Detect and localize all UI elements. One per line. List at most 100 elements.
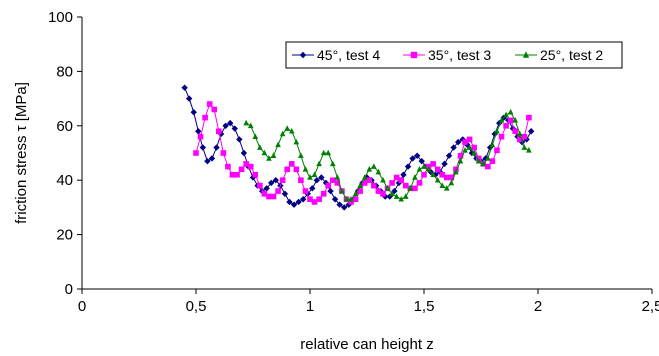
data-point <box>275 141 281 148</box>
x-tick-label: 1,5 <box>414 298 435 315</box>
data-point <box>475 157 482 164</box>
data-point <box>455 138 462 146</box>
data-point <box>512 117 518 123</box>
data-point <box>389 190 395 197</box>
data-point <box>213 144 220 151</box>
data-point <box>471 144 477 151</box>
data-point <box>225 163 231 170</box>
y-axis-label: friction stress τ [MPa] <box>13 82 30 224</box>
data-point <box>441 160 448 168</box>
data-point <box>302 188 309 194</box>
data-point <box>231 125 238 132</box>
data-point <box>445 152 453 159</box>
data-point <box>425 166 432 172</box>
data-point <box>193 150 199 156</box>
data-point <box>220 150 227 156</box>
data-point <box>238 166 245 173</box>
data-point <box>412 185 418 192</box>
data-point <box>293 138 300 145</box>
data-point <box>404 163 412 170</box>
data-point <box>462 146 468 153</box>
data-point <box>450 144 457 151</box>
data-point <box>261 149 268 156</box>
data-point <box>366 166 373 172</box>
data-point <box>489 141 496 148</box>
data-point <box>503 123 509 129</box>
data-point <box>234 171 240 178</box>
data-point <box>439 182 446 188</box>
data-point <box>489 158 496 164</box>
y-tick-label: 0 <box>65 281 73 298</box>
data-point <box>236 136 243 143</box>
x-tick-label: 2,5 <box>642 298 659 315</box>
data-point <box>307 174 313 180</box>
axes <box>81 17 652 290</box>
data-point <box>284 125 290 131</box>
data-point <box>448 179 455 186</box>
data-point <box>407 185 414 191</box>
data-point <box>270 152 277 159</box>
data-point <box>293 166 300 173</box>
data-point <box>507 117 514 124</box>
data-point <box>252 171 259 178</box>
data-point <box>498 133 505 140</box>
series-layer <box>181 84 535 211</box>
data-point <box>247 122 254 129</box>
legend: 45°, test 4 35°, test 3 25°, test 2 <box>285 41 623 69</box>
data-point <box>270 193 277 200</box>
x-tick-label: 2 <box>534 298 542 315</box>
data-point <box>485 163 491 170</box>
data-point <box>416 180 423 186</box>
data-point <box>393 193 400 199</box>
legend-swatch-marker <box>522 51 530 58</box>
data-point <box>507 108 514 115</box>
data-point <box>302 166 309 172</box>
data-point <box>430 171 436 178</box>
data-point <box>288 127 295 134</box>
data-point <box>202 114 208 121</box>
data-point <box>457 152 464 159</box>
y-ticks: 0 20 40 60 80 100 <box>48 9 82 298</box>
data-point <box>222 122 229 129</box>
data-point <box>371 182 377 189</box>
y-tick-label: 100 <box>48 9 73 26</box>
data-point <box>366 177 373 183</box>
data-point <box>430 161 436 167</box>
data-point <box>327 187 334 195</box>
data-point <box>185 95 193 102</box>
data-point <box>418 157 425 165</box>
data-point <box>325 182 332 189</box>
data-point <box>266 193 272 200</box>
data-point <box>243 161 249 167</box>
y-tick-label: 60 <box>56 118 73 135</box>
data-point <box>316 196 322 203</box>
data-point <box>261 191 268 197</box>
data-point <box>281 190 289 197</box>
data-point <box>402 182 409 189</box>
data-point <box>453 168 459 175</box>
data-point <box>375 168 382 175</box>
data-point <box>341 204 348 211</box>
data-point <box>413 152 421 159</box>
data-point <box>309 185 316 192</box>
data-point <box>295 198 302 206</box>
x-axis-label: relative can height z <box>300 336 433 353</box>
data-point <box>521 144 528 150</box>
data-point <box>444 185 450 191</box>
data-point <box>334 180 341 186</box>
data-point <box>320 149 327 156</box>
data-point <box>330 160 336 167</box>
data-point <box>307 196 313 203</box>
data-point <box>343 195 350 202</box>
x-tick-label: 1 <box>306 298 314 315</box>
data-point <box>480 160 487 167</box>
data-point <box>279 177 286 183</box>
data-point <box>516 136 523 143</box>
data-point <box>288 161 295 167</box>
data-point <box>199 144 207 151</box>
data-point <box>357 182 363 188</box>
data-point <box>380 191 386 197</box>
series-3 <box>243 108 532 202</box>
legend-label: 35°, test 3 <box>428 47 491 63</box>
data-point <box>400 171 407 178</box>
